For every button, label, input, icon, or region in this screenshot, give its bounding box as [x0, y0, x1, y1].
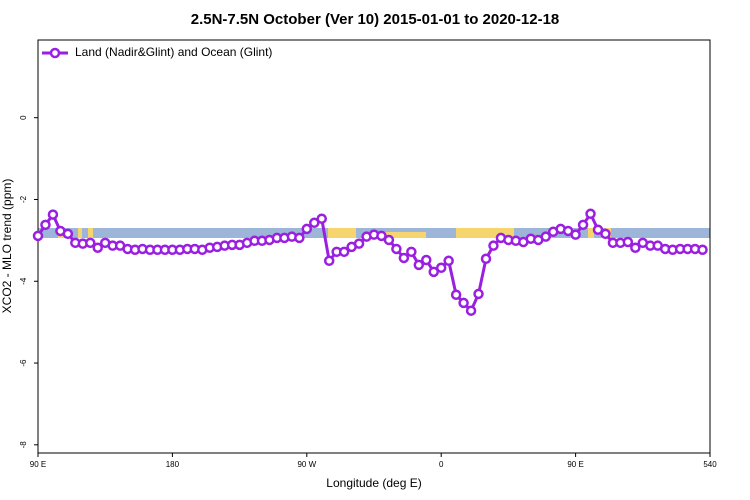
y-tick-label: 0 [19, 115, 28, 120]
data-point [398, 252, 410, 264]
y-tick-label: -2 [19, 195, 28, 203]
data-point [413, 259, 425, 271]
data-point [435, 262, 447, 274]
data-point [592, 224, 604, 235]
data-point [323, 255, 335, 267]
data-point [488, 240, 499, 251]
data-point [391, 243, 402, 255]
y-axis-label: XCO2 - MLO trend (ppm) [0, 179, 14, 314]
data-point [294, 232, 305, 244]
data-point [540, 231, 551, 242]
data-point [338, 246, 350, 258]
data-point [458, 297, 469, 309]
data-point [47, 209, 59, 220]
y-tick-label: -4 [19, 277, 28, 285]
data-point [32, 230, 44, 242]
legend-marker [49, 47, 61, 59]
data-point [62, 228, 74, 240]
data-point [421, 254, 432, 266]
data-point [570, 229, 581, 240]
data-point [697, 244, 708, 256]
y-tick-label: -8 [19, 441, 28, 449]
chart-title: 2.5N-7.5N October (Ver 10) 2015-01-01 to… [191, 11, 560, 28]
x-tick-label: 90 W [297, 460, 316, 469]
data-point [600, 228, 611, 240]
data-point [577, 219, 589, 231]
data-point [406, 246, 417, 258]
x-tick-label: 0 [439, 460, 444, 469]
data-point [301, 223, 313, 235]
data-point [383, 234, 395, 246]
data-point [85, 237, 96, 249]
x-tick-label: 90 E [30, 460, 46, 469]
data-point [450, 289, 462, 301]
data-point [480, 253, 492, 265]
plot-frame [37, 39, 711, 454]
data-point [473, 288, 484, 300]
x-tick-label: 90 E [567, 460, 583, 469]
data-point [92, 242, 103, 253]
data-point [465, 305, 477, 316]
x-axis-label: Longitude (deg E) [326, 476, 421, 490]
data-point [40, 219, 51, 231]
x-tick-label: 180 [166, 460, 180, 469]
data-point [428, 266, 439, 278]
data-point [353, 238, 365, 249]
data-point [585, 208, 596, 220]
legend-label: Land (Nadir&Glint) and Ocean (Glint) [75, 45, 272, 59]
data-point [630, 242, 641, 253]
x-tick-label: 540 [703, 460, 717, 469]
data-point [316, 213, 327, 224]
data-point [376, 230, 387, 242]
data-point [443, 255, 454, 267]
y-tick-label: -6 [19, 359, 28, 367]
data-point [309, 217, 320, 229]
data-point [622, 236, 634, 248]
